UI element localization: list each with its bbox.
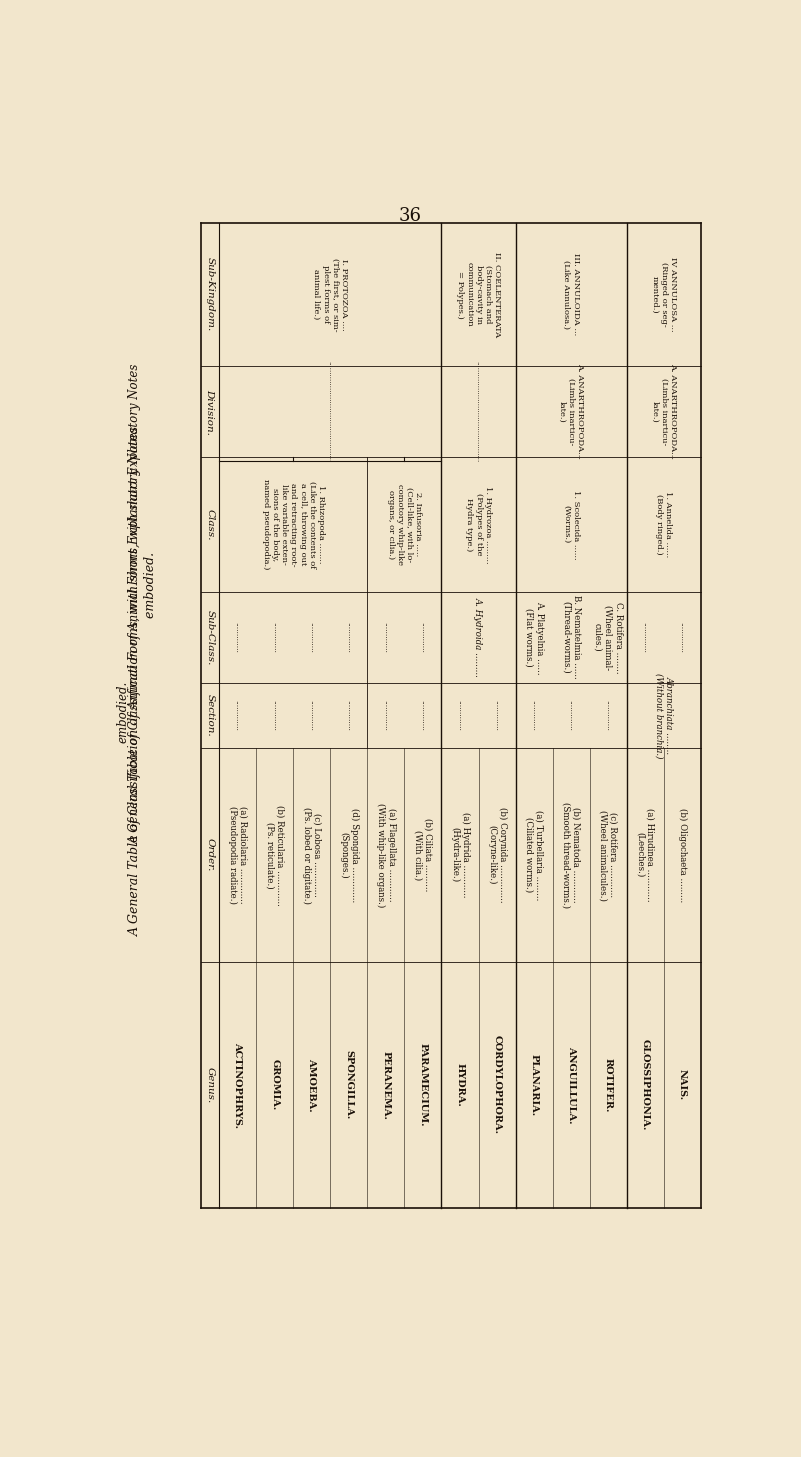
Text: CORDYLOPHORA.: CORDYLOPHORA. — [493, 1036, 501, 1135]
Text: .............: ............. — [419, 622, 427, 653]
Text: (a) Turbellaria .........
(Ciliated worms.): (a) Turbellaria ......... (Ciliated worm… — [525, 810, 544, 900]
Text: (b) Reticularia .............
(Ps. reticulate.): (b) Reticularia ............. (Ps. retic… — [265, 804, 284, 905]
Text: .............: ............. — [678, 622, 686, 653]
Text: .............: ............. — [308, 699, 316, 731]
Text: 36: 36 — [399, 207, 421, 226]
Text: .............: ............. — [345, 622, 353, 653]
Text: embodied.: embodied. — [117, 680, 130, 743]
Text: .............: ............. — [567, 699, 575, 731]
Text: (d) Spongida .............
(Sponges.): (d) Spongida ............. (Sponges.) — [339, 807, 359, 902]
Text: 2. Infusoria .....
(Cell-like, with lo-
comotory whip-like
organs, or cilia.): 2. Infusoria ..... (Cell-like, with lo- … — [387, 484, 422, 565]
Text: C. Rotifera ........
(Wheel animal-
cules.): C. Rotifera ........ (Wheel animal- cule… — [594, 602, 623, 673]
Text: Genus.: Genus. — [206, 1067, 215, 1103]
Text: Sub-Class.: Sub-Class. — [206, 609, 215, 664]
Text: .............: ............. — [604, 699, 612, 731]
Text: .............: ............. — [271, 622, 279, 653]
Text: ANGUILLULA.: ANGUILLULA. — [566, 1046, 576, 1123]
Text: (b) Ciliata ..........
(With cilia.): (b) Ciliata .......... (With cilia.) — [413, 819, 433, 892]
Text: .............: ............. — [456, 699, 464, 731]
Text: .............: ............. — [345, 699, 353, 731]
Text: (b) Oligochaeta .........: (b) Oligochaeta ......... — [678, 807, 686, 902]
Text: IV ANNULOSA ...
(Ringed or seg-
mented.): IV ANNULOSA ... (Ringed or seg- mented.) — [650, 256, 677, 332]
Text: (a) Flagellata ............
(With whip-like organs.): (a) Flagellata ............ (With whip-l… — [376, 803, 396, 908]
Text: .............: ............. — [530, 699, 538, 731]
Text: ACTINOPHRYS.: ACTINOPHRYS. — [233, 1042, 242, 1128]
Text: (b) Nematoda ............
(Smooth thread-worms.): (b) Nematoda ............ (Smooth thread… — [562, 801, 581, 908]
Text: Order.: Order. — [206, 838, 215, 871]
Text: (c) Lobosa .............
(Ps. lobed or digitate.): (c) Lobosa ............. (Ps. lobed or d… — [302, 807, 322, 903]
Text: NAIS.: NAIS. — [678, 1069, 686, 1100]
Text: 1. Annelida ......
(Body ringed.): 1. Annelida ...... (Body ringed.) — [655, 491, 672, 558]
Text: PERANEMA.: PERANEMA. — [381, 1050, 390, 1119]
Text: .............: ............. — [308, 622, 316, 653]
Text: HYDRA.: HYDRA. — [456, 1064, 465, 1107]
Text: A. Hydroida .........: A. Hydroida ......... — [474, 597, 483, 678]
Text: .............: ............. — [271, 699, 279, 731]
Text: (c) Rotifera ............
(Wheel animalcules.): (c) Rotifera ............ (Wheel animalc… — [598, 810, 618, 900]
Text: Division.: Division. — [206, 389, 215, 434]
Text: SPONGILLA.: SPONGILLA. — [344, 1050, 353, 1119]
Text: PARAMECIUM.: PARAMECIUM. — [418, 1043, 428, 1126]
Text: .............: ............. — [641, 622, 649, 653]
Text: (a) Radiolaria .............
(Pseudopodia radiate.): (a) Radiolaria ............. (Pseudopodi… — [228, 806, 248, 903]
Text: A. ANARTHROPODA...
(Limbs inarticu-
late.): A. ANARTHROPODA... (Limbs inarticu- late… — [650, 363, 677, 459]
Text: (a) Hirudinea ............
(Leeches.): (a) Hirudinea ............ (Leeches.) — [635, 809, 655, 902]
Text: (a) Hydrida ............
(Hydra-like.): (a) Hydrida ............ (Hydra-like.) — [450, 812, 470, 898]
Text: .............: ............. — [234, 622, 242, 653]
Text: AMOEBA.: AMOEBA. — [308, 1058, 316, 1112]
Text: ROTIFER.: ROTIFER. — [604, 1058, 613, 1112]
Text: GROMIA.: GROMIA. — [270, 1059, 280, 1110]
Text: (b) Corynida ..............
(Coryne-like.): (b) Corynida .............. (Coryne-like… — [487, 807, 507, 903]
Text: .............................................: ........................................… — [326, 361, 334, 462]
Text: .............: ............. — [234, 699, 242, 731]
Text: A. ANARTHROPODA...
(Limbs inarticu-
late.): A. ANARTHROPODA... (Limbs inarticu- late… — [558, 363, 584, 459]
Text: II. COELENTERATA
(Stomach and
body-cavity in
communication
= Polypes.): II. COELENTERATA (Stomach and body-cavit… — [456, 252, 501, 337]
Text: B. Nematelmia ......
(Thread-worms.): B. Nematelmia ...... (Thread-worms.) — [562, 596, 581, 679]
Text: .............: ............. — [419, 699, 427, 731]
Text: .............................................: ........................................… — [474, 361, 482, 462]
Text: A General Table of Classification of Animal Forms, with short Explanatory Notes: A General Table of Classification of Ani… — [128, 364, 142, 844]
Text: Class.: Class. — [206, 508, 215, 541]
Text: A General Table of Classification of Animal Forms, with short Explanatory Notes
: A General Table of Classification of Ani… — [129, 425, 157, 935]
Text: Sub-Kingdom.: Sub-Kingdom. — [206, 258, 215, 332]
Text: 1. Rhizopoda ........
(Like the contents of
a cell, throwing out
and retracting : 1. Rhizopoda ........ (Like the contents… — [262, 479, 325, 570]
Text: A. Platyelnia ......
(Flat worms.): A. Platyelnia ...... (Flat worms.) — [525, 600, 544, 675]
Text: GLOSSIPHONIA.: GLOSSIPHONIA. — [641, 1039, 650, 1131]
Text: Section.: Section. — [206, 694, 215, 737]
Text: .............: ............. — [493, 699, 501, 731]
Text: 1. Scolecida ......
(Worms.): 1. Scolecida ...... (Worms.) — [562, 490, 580, 559]
Text: 1. Hydrozoa .........
(Polypes of the
Hydra type.): 1. Hydrozoa ......... (Polypes of the Hy… — [465, 485, 492, 564]
Text: PLANARIA.: PLANARIA. — [529, 1053, 538, 1116]
Text: I. PROTOZOA ....
(The first, or sim-
plest forms of
animal life.): I. PROTOZOA .... (The first, or sim- ple… — [312, 258, 348, 331]
Text: Abranchiata ........
(Without branchia.): Abranchiata ........ (Without branchia.) — [654, 673, 674, 758]
Text: .............: ............. — [382, 699, 390, 731]
Text: .............: ............. — [382, 622, 390, 653]
Text: III. ANNULOIDA ...
(Like Annulosa.): III. ANNULOIDA ... (Like Annulosa.) — [562, 254, 580, 335]
